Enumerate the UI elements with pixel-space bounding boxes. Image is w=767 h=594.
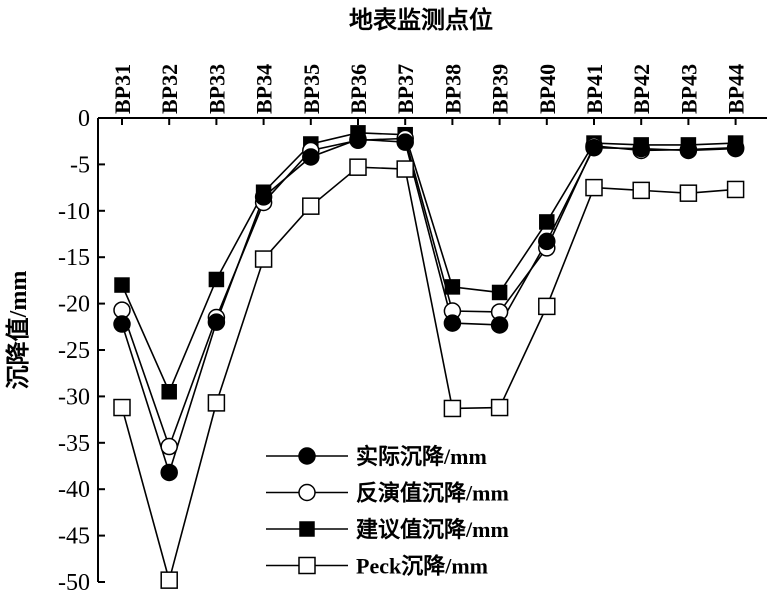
- series-1-point-bp35: [302, 148, 320, 166]
- series-4-point-bp39: [490, 398, 509, 417]
- series-1-point-bp37: [396, 133, 414, 151]
- series-3-point-bp31: [114, 277, 130, 293]
- legend-marker-3: [299, 521, 315, 537]
- x-tick-label-bp41: BP41: [582, 64, 607, 114]
- x-tick-label-bp35: BP35: [299, 64, 324, 114]
- series-3-point-bp38: [444, 279, 461, 295]
- legend-marker-4: [298, 556, 316, 575]
- x-tick-label-bp38: BP38: [440, 64, 465, 114]
- x-tick-label-bp33: BP33: [204, 64, 229, 114]
- legend-label-1: 实际沉降/mm: [356, 444, 487, 469]
- series-4-point-bp33: [207, 394, 226, 412]
- series-1-point-bp33: [207, 313, 226, 331]
- series-1-point-bp36: [349, 130, 367, 149]
- y-tick-label: 0: [78, 106, 90, 132]
- y-tick-label: -10: [58, 199, 90, 225]
- series-layer: [113, 125, 745, 589]
- y-axis-title: 沉降值/mm: [4, 271, 32, 390]
- legend-label-3: 建议值沉降/mm: [356, 517, 509, 542]
- series-4-point-bp38: [443, 399, 462, 418]
- axes: 0 -5 -10 -15 -20 -25 -30 -35 -40 -45 -50 BP31 BP32 BP…: [58, 64, 767, 594]
- series-1-point-bp39: [490, 316, 509, 334]
- x-tick-label-bp43: BP43: [676, 64, 701, 114]
- y-tick-label: -35: [58, 431, 90, 457]
- series-3-point-bp32: [161, 384, 177, 400]
- series-1-point-bp34: [254, 188, 273, 206]
- series-4-point-bp41: [585, 178, 603, 197]
- series-4-point-bp31: [113, 398, 131, 417]
- legend: 实际沉降/mm 反演值沉降/mm 建议值沉降/mm Peck沉降/mm: [266, 444, 509, 579]
- series-3-point-bp40: [539, 214, 555, 230]
- x-tick-label-bp37: BP37: [393, 64, 418, 114]
- series-1-point-bp32: [160, 463, 178, 482]
- series-4-point-bp40: [538, 297, 556, 316]
- series-4-point-bp43: [679, 184, 698, 202]
- series-line-3: [121, 132, 736, 394]
- x-tick-label-bp44: BP44: [724, 64, 749, 114]
- series-1-point-bp44: [726, 139, 745, 158]
- x-tick-label-bp39: BP39: [488, 64, 513, 114]
- x-tick-label-bp36: BP36: [346, 64, 371, 114]
- series-4-point-bp36: [349, 158, 367, 176]
- series-1-point-bp41: [585, 138, 603, 157]
- x-axis-title: 地表监测点位: [349, 6, 493, 34]
- x-tick-label-bp31: BP31: [110, 64, 135, 114]
- series-1-point-bp43: [679, 141, 698, 160]
- series-1-point-bp38: [443, 314, 462, 332]
- legend-label-2: 反演值沉降/mm: [356, 481, 509, 506]
- series-4-point-bp44: [726, 180, 745, 199]
- x-tick-label-bp34: BP34: [252, 64, 277, 114]
- series-1-point-bp31: [113, 315, 131, 333]
- y-tick-label: -45: [58, 524, 90, 550]
- x-tick-label-bp40: BP40: [535, 64, 560, 114]
- series-1-point-bp40: [538, 232, 556, 251]
- y-tick-label: -30: [58, 384, 90, 410]
- series-4-point-bp35: [302, 197, 320, 215]
- y-tick-label: -50: [58, 570, 90, 594]
- y-tick-label: -5: [70, 152, 90, 178]
- legend-marker-1: [298, 447, 316, 465]
- y-tick-label: -20: [58, 292, 90, 318]
- series-4-point-bp34: [254, 250, 273, 268]
- y-tick-label: -25: [58, 338, 90, 364]
- series-4-point-bp32: [160, 571, 178, 589]
- series-1-point-bp42: [632, 139, 650, 158]
- y-tick-label: -15: [58, 245, 90, 271]
- x-tick-label-bp32: BP32: [157, 64, 182, 114]
- x-tick-label-bp42: BP42: [629, 64, 654, 114]
- legend-marker-2: [298, 483, 316, 502]
- series-3-point-bp39: [491, 284, 508, 301]
- y-tick-label: -40: [58, 477, 90, 503]
- series-3-point-bp33: [208, 271, 225, 288]
- series-4-point-bp37: [396, 160, 414, 178]
- series-2-point-bp32: [160, 437, 178, 456]
- series-4-point-bp42: [632, 181, 650, 200]
- legend-label-4: Peck沉降/mm: [356, 554, 488, 579]
